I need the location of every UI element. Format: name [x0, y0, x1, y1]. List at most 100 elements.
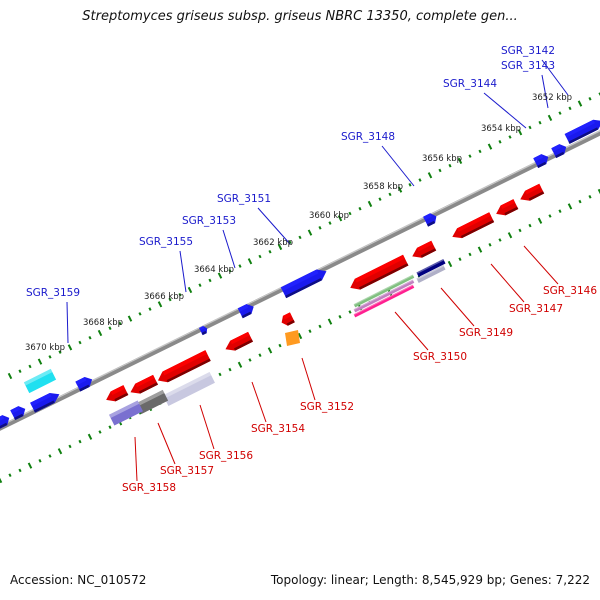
tick-mark	[458, 257, 462, 261]
tick-mark	[288, 240, 292, 244]
gene-sgr-3156-arrow[interactable]	[155, 350, 211, 386]
gene-sgr-3154-arrow[interactable]	[223, 331, 253, 354]
tick-mark	[198, 283, 202, 287]
gene-highlight	[162, 350, 208, 376]
tick-mark	[367, 200, 373, 208]
gene-reverse-arrow-a[interactable]	[450, 212, 495, 242]
feature-dark-block[interactable]	[135, 389, 169, 415]
tick-mark	[518, 228, 522, 233]
gene-sgr-3142-arrow[interactable]	[564, 116, 600, 144]
gene-sgr-3155-arrow[interactable]	[199, 325, 209, 336]
tick-mark	[547, 114, 553, 122]
tick-mark	[418, 178, 422, 182]
gene-highlight	[110, 385, 126, 395]
gene-sgr-3147-arrow[interactable]	[494, 199, 519, 219]
leader-line	[381, 145, 415, 187]
gene-shadow	[358, 263, 409, 290]
gene-sgr-3159-arrow[interactable]	[75, 375, 94, 392]
tick-mark	[447, 260, 453, 268]
gene-label-forward: SGR_3153	[182, 215, 236, 227]
gene-sgr-3151-arrow[interactable]	[280, 266, 329, 299]
scale-label: 3668 kbp	[83, 318, 123, 328]
tick-mark	[318, 226, 322, 230]
tick-mark	[507, 232, 513, 239]
feature-grey-band[interactable]	[416, 265, 446, 283]
feature-body	[135, 389, 169, 415]
gene-highlight	[230, 331, 250, 345]
topology-summary: Topology: linear; Length: 8,545,929 bp; …	[270, 573, 590, 587]
gene-label-reverse: SGR_3156	[199, 450, 253, 462]
tick-mark	[568, 106, 572, 111]
tick-mark	[358, 206, 362, 211]
gene-label-forward: SGR_3142	[501, 45, 555, 57]
tick-mark	[537, 217, 543, 224]
gene-sgr-3144-arrow[interactable]	[533, 152, 550, 169]
tick-mark	[457, 157, 463, 165]
gene-highlight	[135, 374, 155, 388]
feature-highlight	[353, 284, 414, 316]
tick-mark	[577, 100, 583, 107]
feature-navy-band[interactable]	[416, 259, 446, 277]
gene-forward-arrow-b[interactable]	[10, 404, 27, 421]
gene-shadow	[201, 330, 207, 336]
scale-label: 3654 kbp	[481, 124, 521, 134]
feature-green-band[interactable]	[353, 274, 415, 308]
gene-label-forward: SGR_3148	[341, 131, 395, 143]
tick-mark	[508, 135, 512, 139]
tick-mark	[277, 243, 283, 251]
gene-sgr-3149-arrow[interactable]	[348, 254, 409, 293]
gene-highlight	[10, 406, 21, 414]
tick-mark	[588, 195, 592, 199]
tick-mark	[58, 350, 62, 354]
leader-line	[157, 422, 176, 465]
tick-mark	[108, 326, 112, 330]
gene-shadow	[14, 413, 24, 421]
scale-label: 3666 kbp	[144, 292, 184, 302]
feature-body	[285, 330, 300, 346]
scale-label: 3656 kbp	[422, 154, 462, 164]
tick-mark	[57, 448, 63, 455]
tick-mark	[248, 358, 252, 362]
feature-lavender-block[interactable]	[163, 372, 215, 406]
gene-sgr-3152-arrow[interactable]	[279, 312, 295, 327]
gene-sgr-3157-arrow[interactable]	[128, 374, 158, 397]
scale-label: 3660 kbp	[309, 211, 349, 221]
feature-highlight	[353, 279, 414, 311]
tick-mark	[78, 340, 82, 345]
feature-mauve-band[interactable]	[353, 279, 415, 313]
tick-mark	[388, 192, 392, 197]
gene-highlight	[551, 144, 562, 152]
gene-cyan-feature[interactable]	[23, 368, 57, 394]
gene-reverse-arrow-b[interactable]	[410, 240, 437, 262]
feature-violet-block[interactable]	[109, 400, 143, 426]
gene-sgr-3148-arrow[interactable]	[423, 211, 439, 227]
gene-forward-arrow-c[interactable]	[0, 413, 12, 430]
tick-mark	[217, 272, 223, 279]
tick-mark	[448, 163, 452, 168]
leader-line	[66, 301, 69, 344]
feature-body	[109, 400, 143, 426]
gene-label-reverse: SGR_3154	[251, 423, 305, 435]
tick-mark	[48, 454, 52, 458]
tick-mark	[237, 361, 243, 368]
gene-highlight	[280, 269, 319, 292]
gene-highlight	[533, 154, 544, 162]
gene-sgr-3143-arrow[interactable]	[551, 142, 568, 159]
scale-label: 3670 kbp	[25, 343, 65, 353]
tick-mark	[308, 329, 312, 333]
tick-mark	[48, 355, 52, 359]
gene-shadow	[504, 206, 519, 216]
gene-shadow	[114, 392, 129, 402]
leader-line	[490, 263, 525, 303]
tick-mark	[138, 312, 142, 316]
gene-sgr-3146-arrow[interactable]	[518, 183, 545, 205]
map-title: Streptomyces griseus subsp. griseus NBRC…	[82, 9, 518, 24]
gene-shadow	[528, 191, 545, 201]
tick-mark	[7, 372, 13, 380]
feature-orange-square[interactable]	[285, 330, 300, 346]
gene-forward-arrow-a[interactable]	[30, 389, 62, 413]
feature-pink-band[interactable]	[353, 284, 415, 318]
gene-sgr-3158-arrow[interactable]	[104, 385, 129, 405]
tick-mark	[178, 292, 182, 297]
gene-sgr-3153-arrow[interactable]	[237, 302, 256, 319]
